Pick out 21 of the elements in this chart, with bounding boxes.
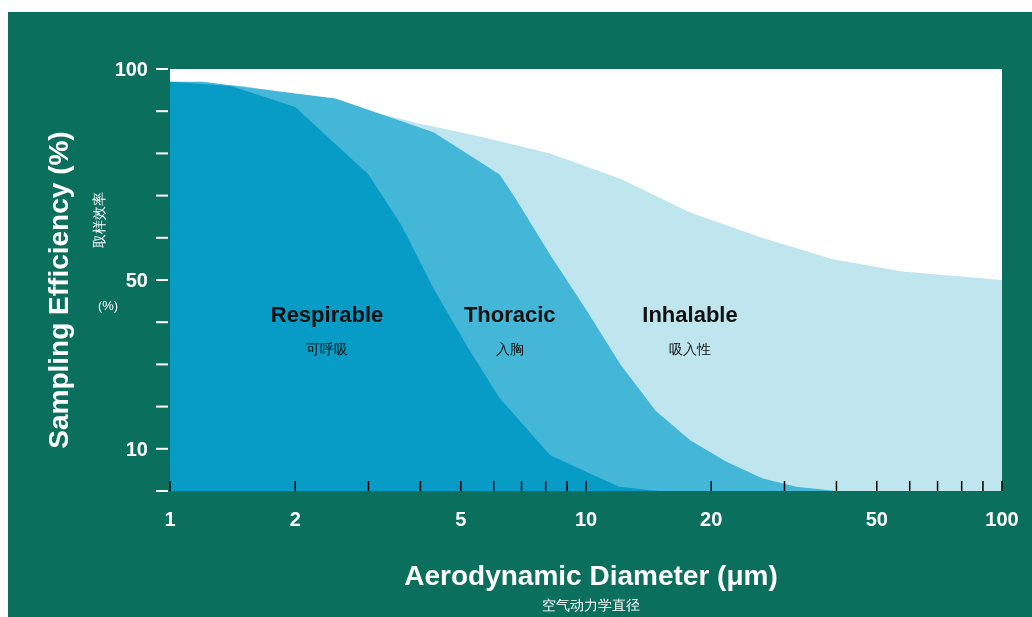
x-tick-label: 10 (574, 508, 598, 530)
text: (%) (97, 298, 119, 313)
x-tick-label: 1 (164, 508, 176, 530)
annotation: 可呼吸 (306, 341, 349, 358)
annotation: 吸入性 (669, 341, 711, 358)
y-tick-label: 100 (114, 58, 148, 80)
x-tick-label: 2 (289, 508, 301, 530)
x-tick-label: 100 (985, 508, 1019, 530)
series-label: Respirable (270, 302, 384, 328)
text: 取样效率 (91, 192, 107, 248)
series-label: Thoracic (463, 302, 556, 328)
text: 空气动力学直径 (542, 597, 640, 613)
x-tick-label: 20 (700, 508, 723, 530)
x-tick-label: 50 (865, 508, 888, 530)
x-tick-label: 5 (455, 508, 467, 530)
y-tick-label: 10 (125, 437, 148, 460)
series-label: Inhalable (642, 302, 738, 328)
y-tick-label: 50 (125, 269, 148, 291)
annotation: 入胸 (495, 341, 524, 358)
x-axis-title: Aerodynamic Diameter (μm) (404, 560, 778, 591)
y-axis-title: Sampling Efficiency (%) (43, 131, 74, 449)
